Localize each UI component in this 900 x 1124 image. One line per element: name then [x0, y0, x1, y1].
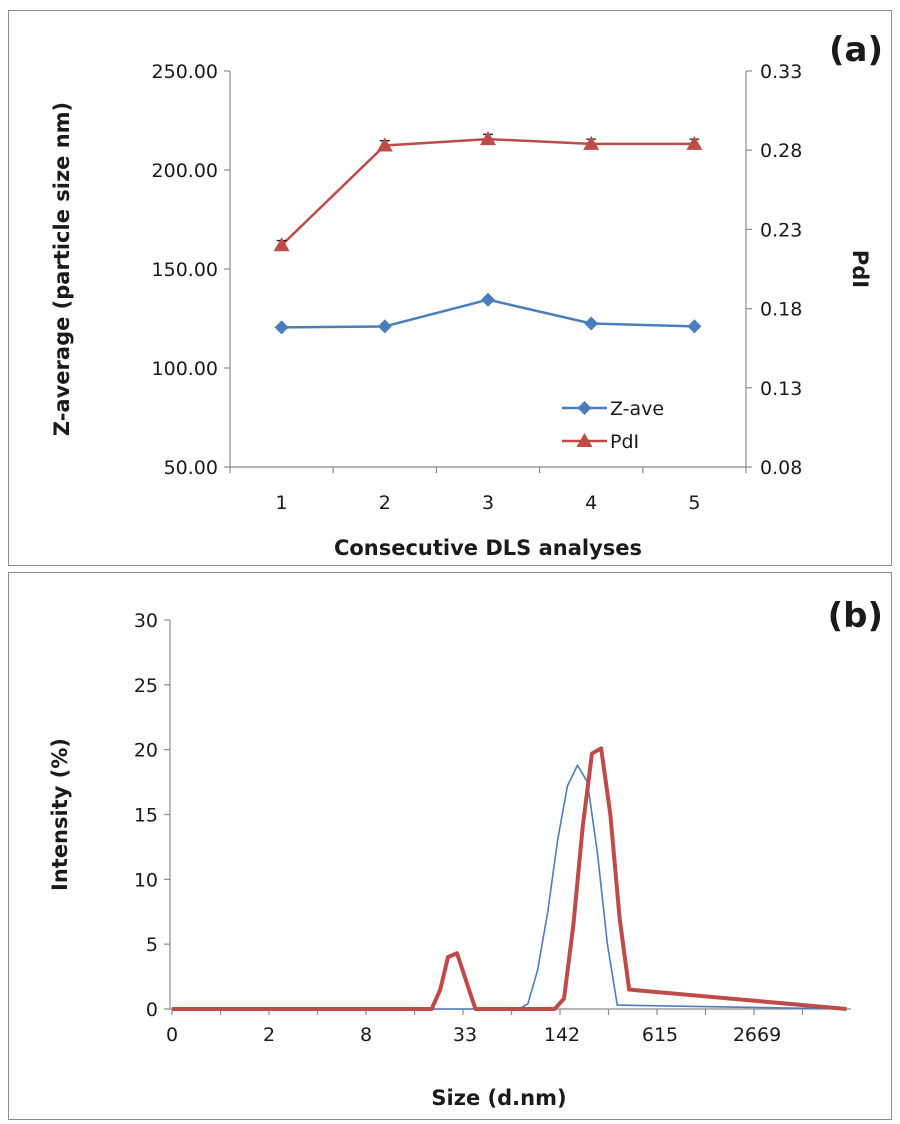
- x-tick-label: 2669: [733, 1024, 781, 1046]
- y-left-tick-label: 150.00: [152, 259, 218, 281]
- x-axis-title: Consecutive DLS analyses: [334, 536, 642, 560]
- point-pdi: [686, 135, 703, 150]
- x-tick-label: 2: [263, 1024, 275, 1046]
- y-left-tick-label: 50.00: [164, 457, 218, 479]
- legend-marker-zave: [577, 401, 592, 415]
- size-distribution-line-1: [172, 764, 847, 1010]
- y-right-tick-label: 0.13: [760, 378, 802, 400]
- y-right-tick-label: 0.08: [760, 457, 802, 479]
- x-tick-label: 3: [482, 492, 494, 514]
- y-left-tick-label: 250.00: [152, 61, 218, 83]
- size-distribution-line-2: [172, 746, 847, 1011]
- y-right-tick-label: 0.33: [760, 61, 802, 83]
- point-zave: [481, 292, 495, 307]
- x-tick-label: 142: [544, 1024, 580, 1046]
- point-pdi: [273, 237, 290, 252]
- point-zave: [377, 319, 392, 334]
- y-right-tick-label: 0.23: [760, 219, 802, 241]
- x-tick-label: 0: [166, 1024, 178, 1046]
- legend-label-pdi: PdI: [610, 431, 639, 453]
- y-right-tick-label: 0.28: [760, 140, 802, 162]
- legend-label-zave: Z-ave: [610, 398, 664, 420]
- x-tick-label: 4: [585, 492, 597, 514]
- point-zave: [274, 320, 289, 335]
- y-tick-label: 10: [134, 869, 158, 891]
- y-right-axis-title: PdI: [848, 250, 872, 288]
- point-zave: [687, 319, 702, 334]
- chart-b-svg: 0 5 10 15 20 25 30 0 2 8 33 142 615 2669 Size (d.nm) In…: [48, 596, 883, 1110]
- x-axis-title: Size (d.nm): [431, 1086, 566, 1110]
- chart-a-svg: 50.00 100.00 150.00 200.00 250.00 0.08 0.13 0.1…: [50, 30, 883, 560]
- panel-label-a: (a): [829, 30, 883, 70]
- y-tick-label: 20: [134, 740, 158, 762]
- series-line-pdi: [280, 137, 695, 247]
- x-tick-label: 1: [276, 492, 288, 514]
- y-tick-label: 5: [146, 934, 158, 956]
- point-pdi: [583, 135, 600, 150]
- y-left-tick-label: 100.00: [152, 358, 218, 380]
- panel-b: 0 5 10 15 20 25 30 0 2 8 33 142 615 2669 Size (d.nm) In…: [8, 572, 892, 1120]
- point-pdi: [376, 137, 393, 152]
- x-tick-label: 2: [379, 492, 391, 514]
- x-tick-label: 33: [453, 1024, 477, 1046]
- x-tick-label: 615: [642, 1024, 678, 1046]
- panel-a: 50.00 100.00 150.00 200.00 250.00 0.08 0.13 0.1…: [8, 10, 892, 566]
- point-zave: [584, 316, 599, 331]
- point-pdi: [480, 131, 496, 146]
- x-tick-label: 8: [360, 1024, 372, 1046]
- y-left-axis-title: Z-average (particle size nm): [50, 102, 74, 436]
- y-tick-label: 25: [134, 675, 158, 697]
- legend-marker-pdi: [576, 433, 593, 447]
- y-left-tick-label: 200.00: [152, 160, 218, 182]
- panel-label-b: (b): [828, 596, 883, 636]
- y-tick-label: 30: [134, 610, 158, 632]
- y-tick-label: 15: [134, 805, 158, 827]
- y-tick-label: 0: [146, 999, 158, 1021]
- y-axis-title: Intensity (%): [48, 738, 72, 891]
- x-tick-label: 5: [688, 492, 700, 514]
- y-right-tick-label: 0.18: [760, 299, 802, 321]
